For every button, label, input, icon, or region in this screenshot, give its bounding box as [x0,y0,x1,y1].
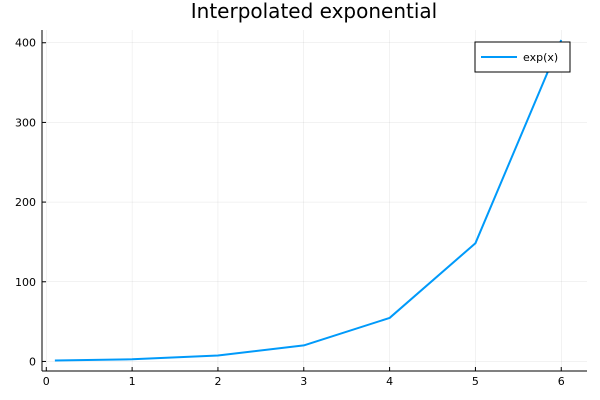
x-tick-label: 6 [558,375,565,388]
x-tick-label: 4 [386,375,393,388]
y-tick-label: 400 [15,37,36,50]
y-ticks: 0 100 200 300 400 [15,37,46,368]
y-tick-label: 300 [15,116,36,129]
x-ticks: 0 1 2 3 4 5 6 [43,367,565,388]
x-tick-label: 1 [129,375,136,388]
y-tick-label: 200 [15,196,36,209]
series [54,39,563,362]
chart-title: Interpolated exponential [191,0,437,23]
x-tick-label: 5 [472,375,479,388]
legend-label: exp(x) [523,51,558,64]
x-tick-label: 0 [43,375,50,388]
x-tick-label: 3 [300,375,307,388]
grid [42,30,587,371]
legend: exp(x) [474,41,571,73]
y-tick-label: 0 [29,355,36,368]
axes [41,30,587,372]
y-tick-label: 100 [15,276,36,289]
series-line [54,39,563,362]
x-tick-label: 2 [214,375,221,388]
